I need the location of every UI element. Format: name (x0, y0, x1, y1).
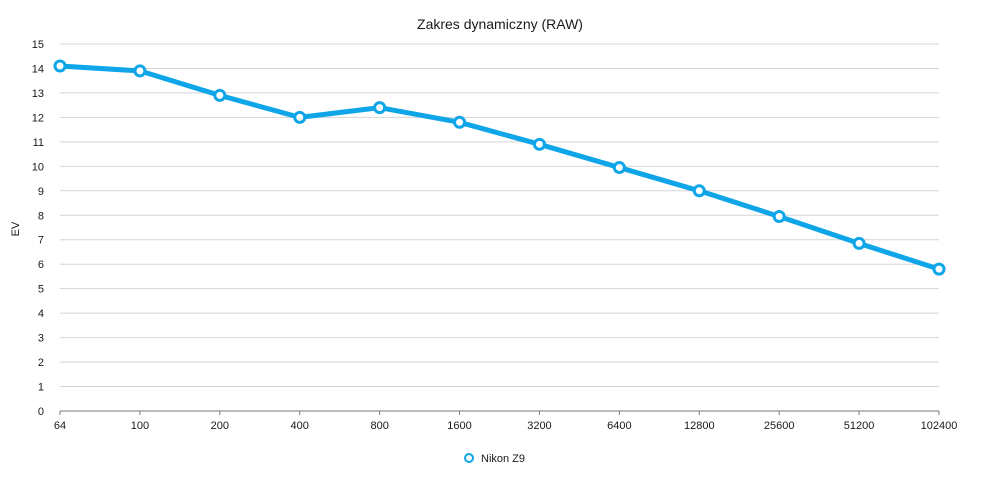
y-axis-label: EV (10, 221, 22, 236)
data-point (293, 110, 307, 124)
gridlines (60, 43, 939, 412)
y-tick-label: 6 (38, 259, 44, 271)
y-tick-label: 3 (38, 333, 44, 345)
data-point (852, 236, 866, 250)
y-tick-label: 8 (38, 210, 44, 222)
legend-marker-icon (464, 453, 474, 463)
series-line (57, 63, 942, 272)
y-tick-label: 14 (32, 63, 44, 75)
y-tick-label: 2 (38, 357, 44, 369)
x-tick-label: 100 (131, 420, 149, 432)
legend: Nikon Z9 (464, 453, 525, 465)
y-tick-label: 1 (38, 382, 44, 394)
x-tick-label: 64 (54, 420, 66, 432)
x-tick-label: 12800 (684, 420, 715, 432)
y-tick-label: 15 (32, 39, 44, 51)
x-tick-label: 3200 (527, 420, 551, 432)
x-axis-ticks: 64 100 200 400 800 1600 3200 6400 12800 25600 5120… (54, 411, 957, 432)
data-point (932, 262, 946, 276)
data-point (692, 184, 706, 198)
data-point (772, 209, 786, 223)
x-tick-label: 400 (291, 420, 309, 432)
y-tick-label: 9 (38, 186, 44, 198)
y-tick-label: 0 (38, 406, 44, 418)
data-point (133, 64, 147, 78)
legend-label: Nikon Z9 (481, 453, 525, 465)
data-point (213, 88, 227, 102)
y-tick-label: 11 (33, 137, 44, 149)
y-tick-label: 5 (38, 284, 44, 296)
chart-title: Zakres dynamiczny (RAW) (417, 16, 583, 32)
y-tick-label: 10 (32, 161, 44, 173)
data-point (53, 59, 67, 73)
data-point (612, 161, 626, 175)
y-tick-label: 4 (38, 308, 44, 320)
data-point (453, 115, 467, 129)
x-tick-label: 102400 (921, 420, 958, 432)
y-tick-label: 12 (32, 112, 44, 124)
y-tick-label: 7 (38, 235, 44, 247)
data-point (373, 101, 387, 115)
series-layer (53, 59, 946, 276)
x-tick-label: 200 (211, 420, 229, 432)
x-tick-label: 1600 (447, 420, 471, 432)
data-point (532, 137, 546, 151)
x-tick-label: 51200 (844, 420, 875, 432)
y-tick-label: 13 (32, 88, 44, 100)
x-tick-label: 6400 (607, 420, 631, 432)
x-tick-label: 25600 (764, 420, 795, 432)
x-tick-label: 800 (370, 420, 388, 432)
